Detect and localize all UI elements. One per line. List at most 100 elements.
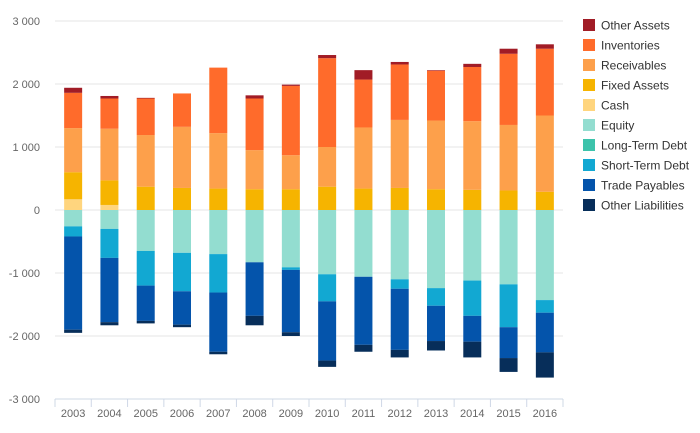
bar-segment	[535, 191, 554, 210]
bar-segment	[318, 274, 337, 302]
bar-segment	[209, 292, 228, 352]
bar-segment	[281, 84, 300, 86]
y-tick-label: 0	[34, 205, 40, 217]
bar-segment	[100, 204, 119, 210]
x-axis: 2003 2004 2005 2006 2007 2008 2009 2010 2011 2012…	[54, 398, 564, 420]
bar-segment	[100, 180, 119, 205]
y-tick-label: -2 000	[9, 331, 40, 343]
legend-item[interactable]: Other Assets	[583, 19, 670, 33]
legend-label: Equity	[601, 119, 634, 133]
bar-segment	[136, 285, 155, 321]
bar-segment	[136, 135, 155, 187]
bar-segment	[209, 210, 228, 255]
x-tick-label: 2004	[97, 408, 121, 420]
y-tick-label: 3 000	[12, 16, 40, 28]
legend-label: Inventories	[601, 39, 660, 53]
bar-segment	[209, 351, 228, 355]
bar-segment	[463, 63, 482, 67]
bar-segment	[463, 341, 482, 358]
x-tick-label: 2015	[496, 408, 520, 420]
bar-segment	[209, 254, 228, 293]
bar-segment	[100, 322, 119, 326]
bar-segment	[499, 284, 518, 328]
bar-segment	[390, 61, 409, 65]
bar-segment	[136, 210, 155, 251]
bar-segment	[463, 189, 482, 210]
bar-segment	[535, 352, 554, 378]
bar-segment	[318, 210, 337, 275]
bar-segment	[64, 172, 83, 200]
legend-item[interactable]: Trade Payables	[583, 179, 685, 193]
bar-segment	[354, 276, 373, 345]
bar-segment	[100, 98, 119, 129]
legend-item[interactable]: Cash	[583, 99, 629, 113]
bar-segment	[535, 44, 554, 49]
legend-label: Short-Term Debt	[601, 159, 690, 173]
bar-segment	[100, 128, 119, 181]
bar-segment	[390, 119, 409, 188]
bar-segment	[463, 210, 482, 281]
gridlines	[55, 20, 563, 400]
bar-segment	[173, 126, 191, 188]
bar-segment	[245, 98, 264, 151]
bar-segment	[499, 358, 518, 372]
legend-item[interactable]: Short-Term Debt	[583, 159, 690, 173]
bar-segment	[354, 188, 373, 210]
y-tick-label: -1 000	[9, 268, 40, 280]
bar-segment	[463, 280, 482, 316]
x-tick-label: 2011	[352, 408, 376, 420]
bars	[64, 44, 554, 378]
legend-swatch	[583, 199, 595, 211]
x-tick-label: 2006	[170, 408, 194, 420]
bar-segment	[499, 210, 518, 285]
bar-segment	[136, 186, 155, 210]
bar-segment	[100, 210, 119, 229]
legend-swatch	[583, 179, 595, 191]
bar-segment	[318, 301, 337, 361]
bar-segment	[100, 228, 119, 258]
legend-swatch	[583, 79, 595, 91]
legend-item[interactable]: Equity	[583, 119, 634, 133]
x-tick-label: 2003	[61, 408, 85, 420]
legend-item[interactable]: Long-Term Debt	[583, 139, 688, 153]
bar-segment	[281, 269, 300, 333]
bar-segment	[136, 250, 155, 286]
legend-swatch	[583, 139, 595, 151]
y-axis: 3 000 2 000 1 000 0 -1 000 -2 000 -3 000	[9, 16, 40, 406]
legend-label: Other Assets	[601, 19, 670, 33]
legend-label: Cash	[601, 99, 629, 113]
bar-segment	[173, 252, 191, 292]
bar-segment	[427, 288, 445, 306]
bar-segment	[281, 210, 300, 268]
bar-segment	[245, 210, 264, 263]
bar-segment	[245, 315, 264, 326]
legend-swatch	[583, 119, 595, 131]
bar-segment	[136, 97, 155, 99]
bar-segment	[427, 70, 445, 121]
y-tick-label: 1 000	[12, 142, 40, 154]
bar-segment	[390, 288, 409, 350]
bar-segment	[281, 267, 300, 270]
x-tick-label: 2016	[533, 408, 557, 420]
bar-segment	[209, 133, 228, 189]
bar-segment	[318, 186, 337, 210]
bar-segment	[427, 120, 445, 190]
legend-item[interactable]: Receivables	[583, 59, 666, 73]
bar-segment	[64, 92, 83, 129]
bar-segment	[173, 210, 191, 253]
legend-item[interactable]: Other Liabilities	[583, 199, 684, 213]
bar-segment	[427, 70, 445, 71]
legend-item[interactable]: Fixed Assets	[583, 79, 669, 93]
legend-label: Long-Term Debt	[601, 139, 688, 153]
bar-segment	[64, 329, 83, 333]
bar-segment	[245, 262, 264, 316]
bar-segment	[64, 128, 83, 173]
legend-swatch	[583, 159, 595, 171]
legend-label: Receivables	[601, 59, 666, 73]
legend-item[interactable]: Inventories	[583, 39, 660, 53]
bar-segment	[463, 315, 482, 342]
x-tick-label: 2010	[315, 408, 339, 420]
bar-segment	[390, 64, 409, 120]
bar-segment	[173, 291, 191, 325]
bar-segment	[209, 188, 228, 210]
